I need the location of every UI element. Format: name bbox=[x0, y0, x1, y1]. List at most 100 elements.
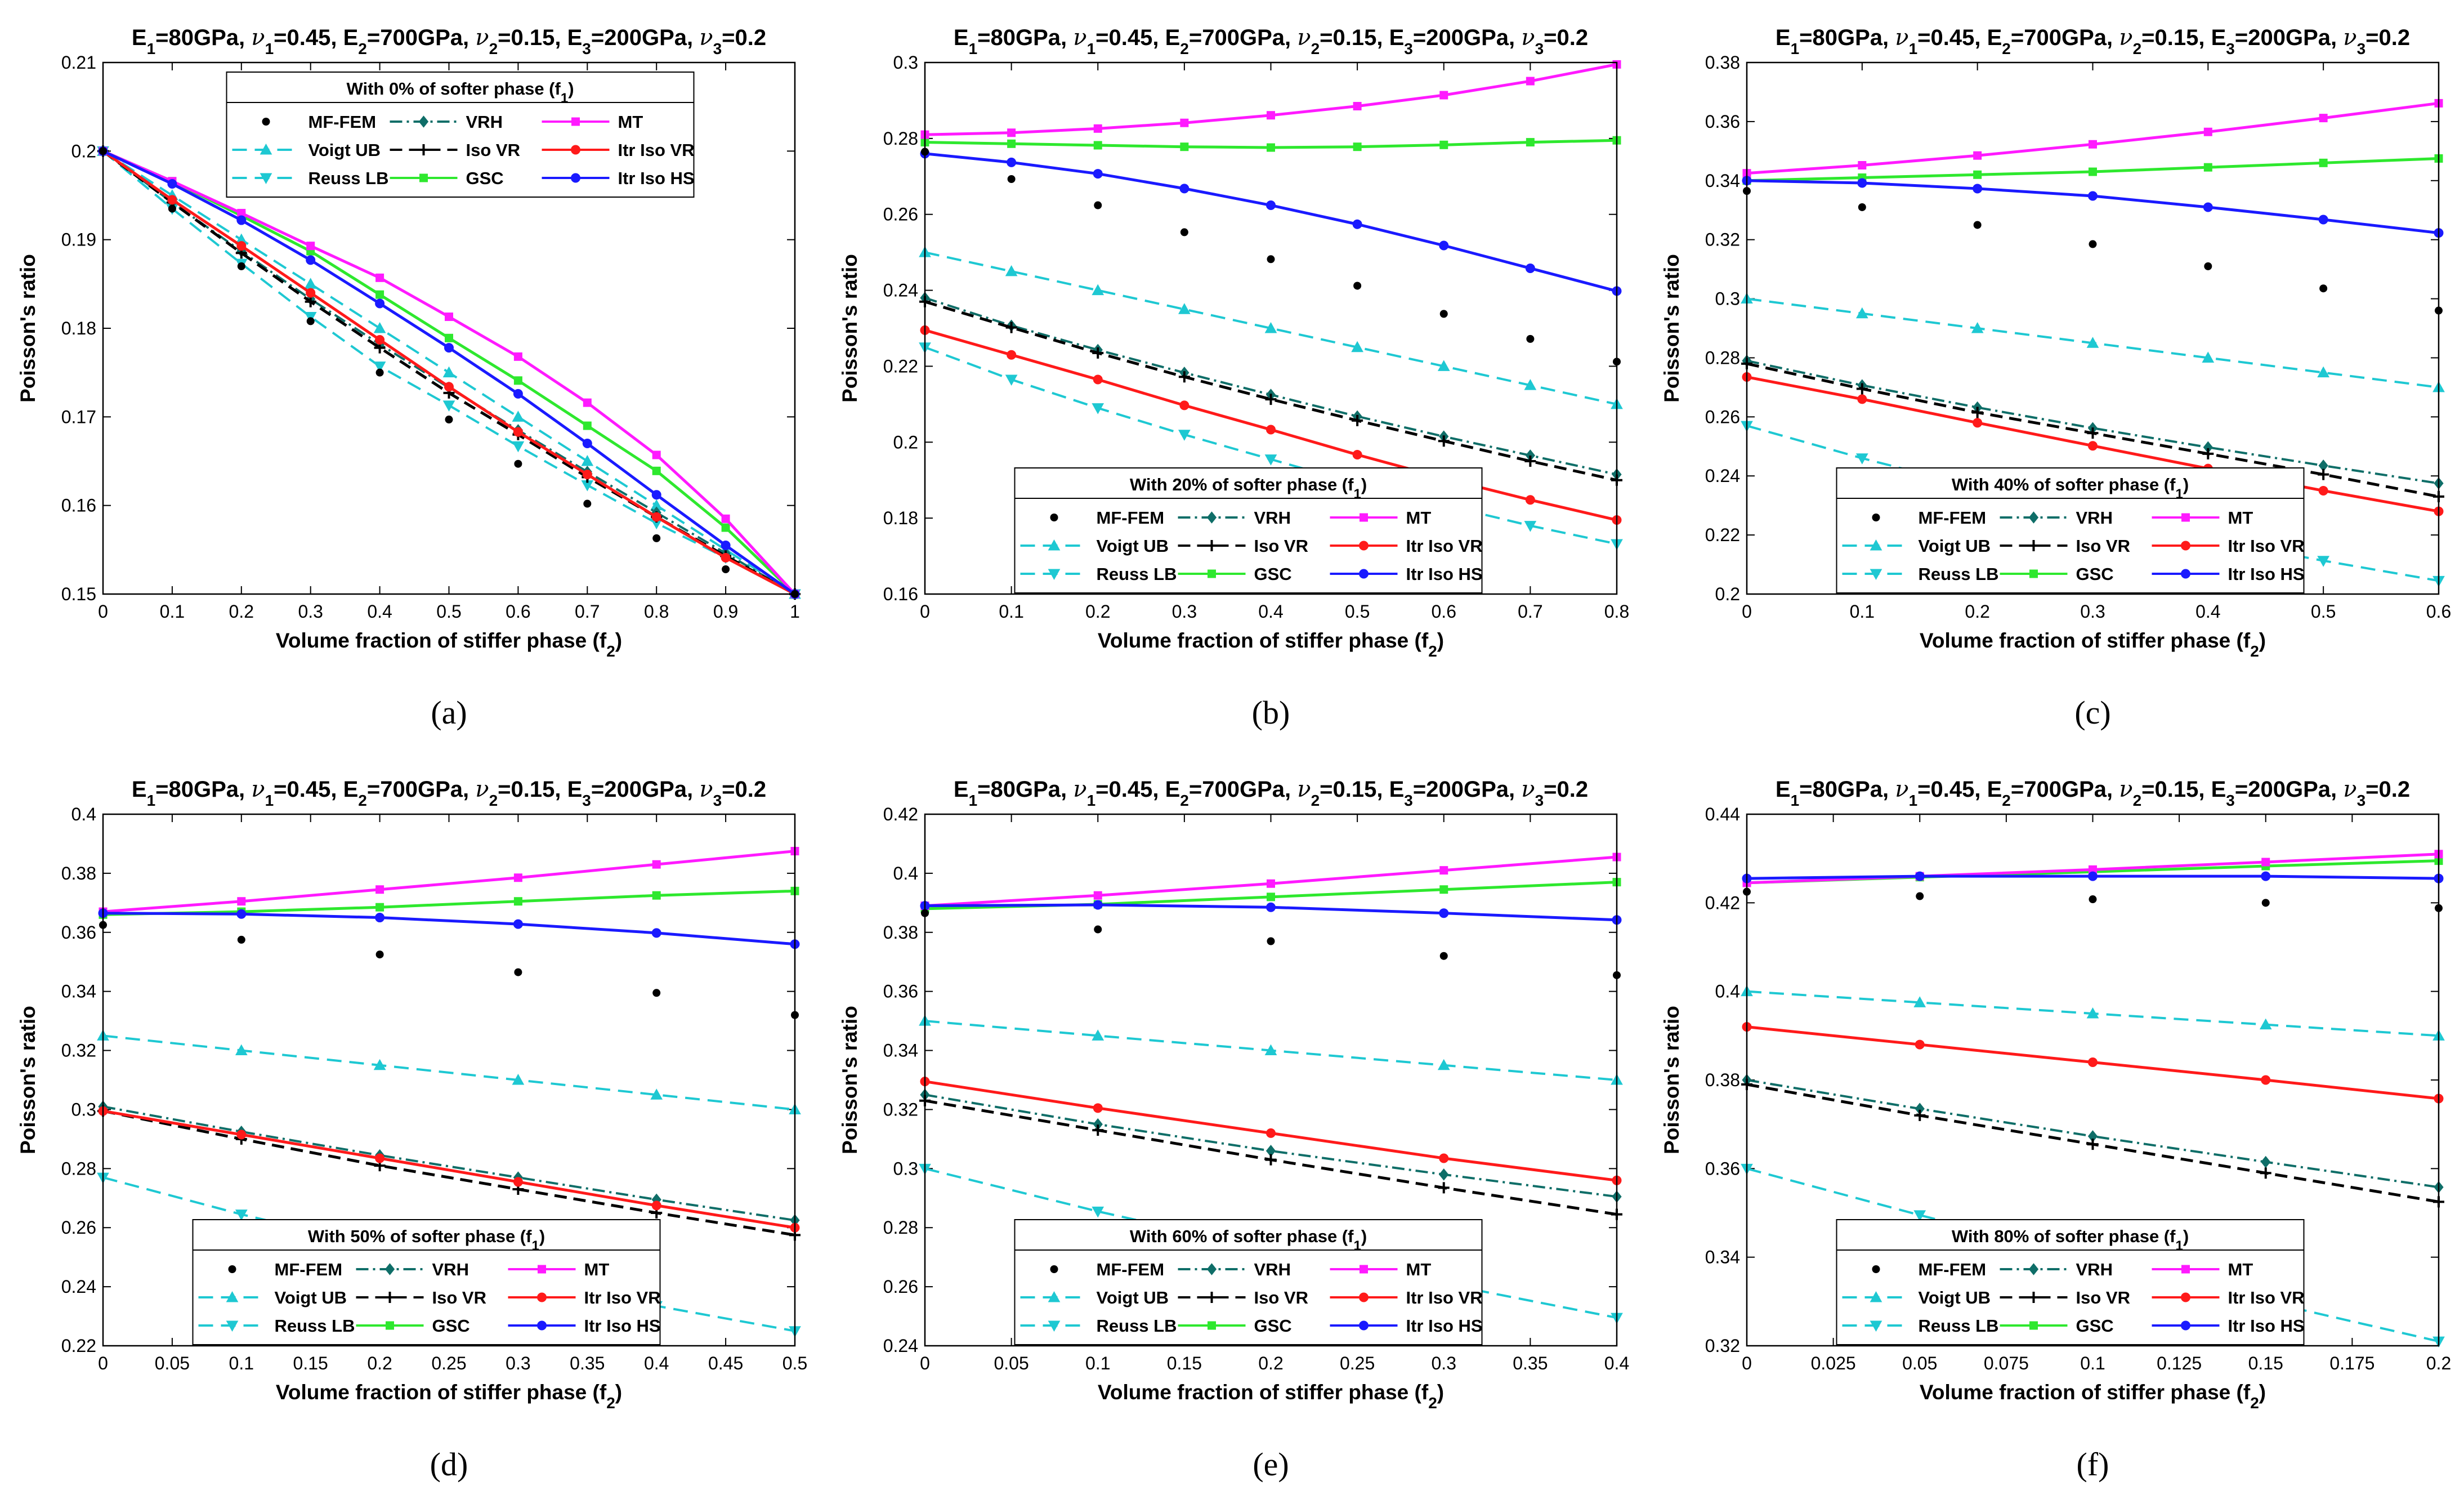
data-point: MF-FEM: 0.1602 bbox=[583, 499, 592, 508]
y-tick-label: 0.26 bbox=[883, 1277, 918, 1297]
data-point: Itr Iso VR: 0.1787 bbox=[375, 334, 385, 345]
data-point: Iso VR: 0.2113 bbox=[1265, 394, 1277, 405]
legend-marker bbox=[1870, 1320, 1882, 1332]
x-tick-label: 0.05 bbox=[1902, 1353, 1937, 1373]
legend-label: MT bbox=[2228, 1260, 2253, 1279]
y-tick-label: 0.26 bbox=[61, 1217, 96, 1238]
data-point: Itr Iso HS: 0.2624 bbox=[1266, 200, 1276, 211]
y-tick-label: 0.34 bbox=[1705, 1247, 1740, 1268]
data-point: MF-FEM: 0.2553 bbox=[1180, 228, 1188, 236]
legend-marker bbox=[2181, 1265, 2190, 1274]
data-point: MF-FEM: 0.3185 bbox=[2089, 240, 2097, 248]
legend-item-voigt-ub: Voigt UB bbox=[1842, 1288, 1991, 1307]
data-point: Itr Iso HS: 0.1877 bbox=[306, 255, 316, 265]
legend-label: Iso VR bbox=[2076, 1288, 2130, 1307]
legend-item-voigt-ub: Voigt UB bbox=[1842, 536, 1991, 556]
legend-item-gsc: GSC bbox=[356, 1316, 470, 1336]
x-tick-label: 0.175 bbox=[2329, 1353, 2374, 1373]
legend-item-gsc: GSC bbox=[1178, 564, 1292, 584]
y-tick-label: 0.15 bbox=[61, 584, 96, 604]
legend-item-itr-iso-hs: Itr Iso HS bbox=[1330, 564, 1483, 584]
legend-label: MT bbox=[1406, 1260, 1432, 1279]
legend-label: Voigt UB bbox=[275, 1288, 347, 1307]
legend-title: With 20% of softer phase (f1) bbox=[1130, 475, 1367, 502]
data-point: MF-FEM: 0.2412 bbox=[1353, 282, 1362, 290]
y-tick-label: 0.3 bbox=[1715, 289, 1740, 309]
y-axis-label: Poisson's ratio bbox=[16, 254, 39, 403]
series-line bbox=[102, 1109, 795, 1229]
data-point: MT: 0.3452 bbox=[1858, 161, 1867, 170]
data-point: Itr Iso HS: 0.2737 bbox=[1007, 157, 1017, 167]
legend-marker bbox=[418, 115, 429, 128]
data-point: Itr Iso HS: 0.1963 bbox=[167, 179, 177, 189]
legend-marker bbox=[226, 1291, 239, 1302]
x-tick-label: 0.7 bbox=[575, 601, 600, 622]
data-point: GSC: 0.2782 bbox=[1093, 141, 1102, 150]
data-point: MT: 0.3523 bbox=[2089, 140, 2097, 149]
legend-item-voigt-ub: Voigt UB bbox=[232, 140, 381, 160]
x-tick-label: 0.2 bbox=[1258, 1353, 1283, 1373]
legend-marker bbox=[1360, 1265, 1368, 1274]
data-point: Reuss LB: 0.209 bbox=[1092, 403, 1104, 414]
data-point: Reuss LB: 0.1757 bbox=[373, 362, 386, 373]
x-tick-label: 0.2 bbox=[2426, 1353, 2451, 1373]
y-tick-label: 0.28 bbox=[61, 1158, 96, 1179]
data-point: MF-FEM: 0.3525 bbox=[375, 950, 384, 959]
data-point: Itr Iso HS: 0.1555 bbox=[721, 540, 731, 550]
data-point: VRH: 0.298 bbox=[1439, 1168, 1449, 1181]
data-point: MT: 0.3745 bbox=[375, 885, 384, 894]
legend-marker bbox=[2181, 513, 2190, 522]
legend-marker bbox=[226, 1320, 239, 1332]
legend-label: Reuss LB bbox=[1919, 1316, 1999, 1336]
data-point: MF-FEM: 0.1563 bbox=[652, 534, 661, 542]
y-tick-label: 0.42 bbox=[1705, 892, 1740, 913]
data-point: MF-FEM: 0.331 bbox=[1858, 203, 1866, 211]
data-point: Itr Iso VR: 0.3035 bbox=[1439, 1153, 1449, 1163]
legend-box bbox=[1014, 1219, 1483, 1345]
x-axis-label: Volume fraction of stiffer phase (f2) bbox=[1098, 629, 1444, 660]
data-point: GSC: 0.2778 bbox=[1180, 142, 1189, 151]
chart-title: E1=80GPa, ν1=0.45, E2=700GPa, ν2=0.15, E… bbox=[132, 776, 766, 809]
x-tick-label: 0.2 bbox=[229, 601, 254, 622]
data-point: MT: 0.3565 bbox=[2203, 127, 2212, 136]
data-point: Reuss LB: 0.1667 bbox=[512, 441, 525, 453]
series-itr-iso-vr: Itr Iso VR: 0.2995Itr Iso VR: 0.2915Itr … bbox=[98, 1106, 800, 1233]
data-point: GSC: 0.2783 bbox=[1439, 140, 1448, 149]
data-point: MT: 0.1813 bbox=[445, 313, 453, 322]
y-tick-label: 0.44 bbox=[1705, 804, 1740, 824]
legend-marker bbox=[228, 1265, 236, 1273]
series-line bbox=[102, 850, 795, 913]
panel-caption: (e) bbox=[1253, 1446, 1289, 1483]
legend-label: Iso VR bbox=[432, 1288, 486, 1307]
data-point: Iso VR: 0.2057 bbox=[1352, 414, 1363, 426]
data-point: Itr Iso VR: 0.1541 bbox=[721, 552, 731, 563]
x-tick-label: 0.1 bbox=[160, 601, 185, 622]
data-point: Itr Iso VR: 0.1734 bbox=[444, 382, 454, 392]
data-point: Iso VR: 0.303 bbox=[1265, 1154, 1277, 1166]
legend-label: Itr Iso HS bbox=[2228, 564, 2305, 584]
data-point: Itr Iso HS: 0.3598 bbox=[651, 928, 661, 938]
x-tick-label: 0.15 bbox=[2248, 1353, 2283, 1373]
data-point: Itr Iso VR: 0.2915 bbox=[236, 1130, 247, 1140]
data-point: Iso VR: 0.2172 bbox=[1178, 371, 1190, 383]
data-point: MT: 0.1857 bbox=[375, 273, 384, 282]
legend-marker bbox=[2181, 541, 2190, 551]
x-tick-label: 0.1 bbox=[1085, 1353, 1110, 1373]
y-tick-label: 0.24 bbox=[883, 280, 918, 301]
x-tick-label: 0.45 bbox=[708, 1353, 743, 1373]
data-point: MT: 0.1585 bbox=[721, 514, 730, 523]
x-tick-label: 0.35 bbox=[570, 1353, 605, 1373]
legend-marker bbox=[1206, 1292, 1218, 1303]
legend-label: Reuss LB bbox=[308, 168, 389, 188]
data-point: Itr Iso HS: 0.2518 bbox=[1439, 240, 1449, 251]
series-line bbox=[924, 1167, 1617, 1319]
legend-item-iso-vr: Iso VR bbox=[2000, 1288, 2130, 1307]
legend-item-voigt-ub: Voigt UB bbox=[1020, 1288, 1169, 1307]
data-point: Voigt UB: 0.315 bbox=[373, 1059, 386, 1070]
legend-item-itr-iso-hs: Itr Iso HS bbox=[2152, 564, 2305, 584]
legend-box bbox=[192, 1219, 661, 1345]
data-point: GSC: 0.1741 bbox=[513, 376, 522, 385]
y-tick-label: 0.28 bbox=[883, 128, 918, 149]
data-point: Itr Iso HS: 0.2458 bbox=[1525, 263, 1535, 273]
legend-item-itr-iso-hs: Itr Iso HS bbox=[1330, 1316, 1483, 1336]
